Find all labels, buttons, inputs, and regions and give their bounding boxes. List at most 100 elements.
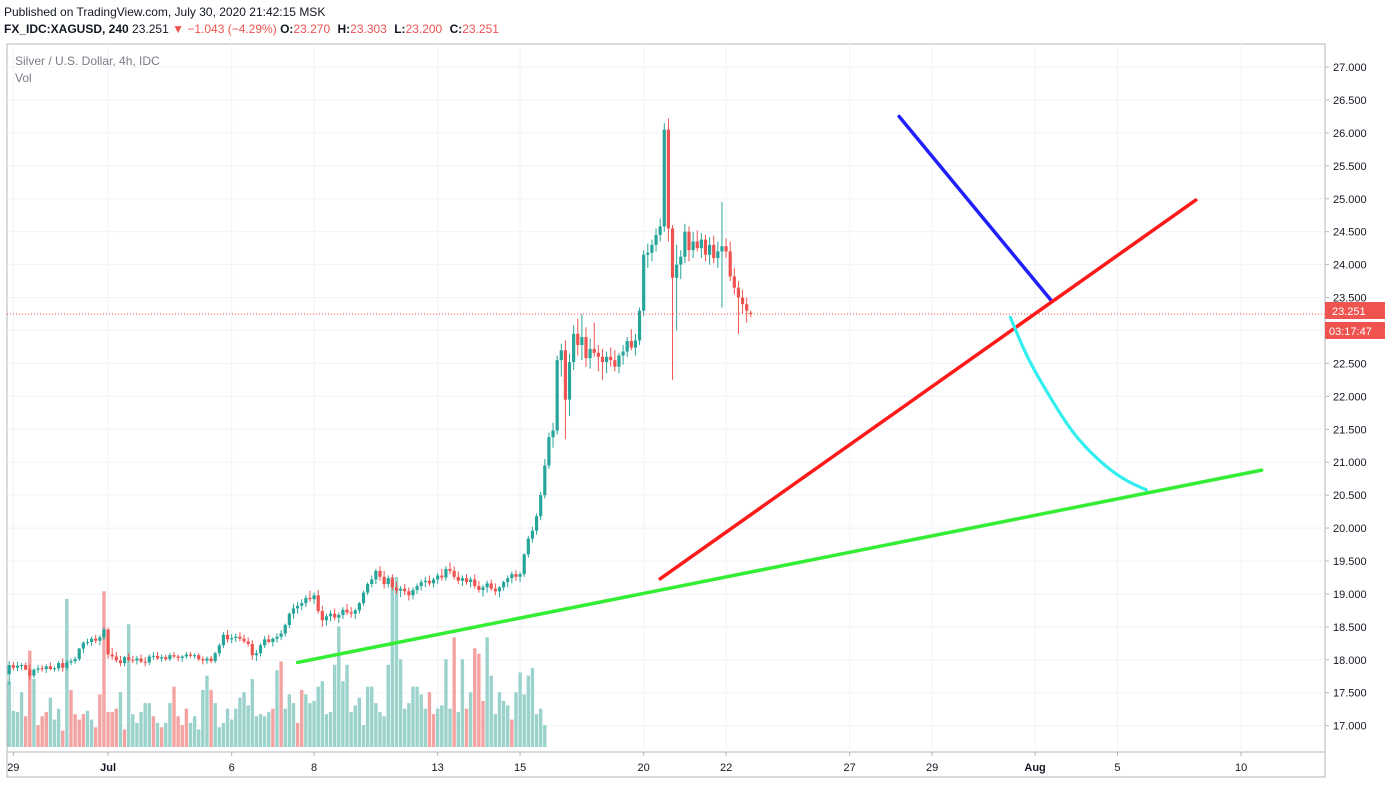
volume-bar — [23, 716, 28, 747]
last-price-tag-text: 23.251 — [1332, 306, 1366, 318]
volume-bar — [102, 591, 106, 747]
time-axis[interactable]: 29 Jul 6 8 13 15 20 22 27 29 Aug 5 10 — [7, 752, 1247, 774]
candle — [436, 572, 440, 585]
candle — [448, 562, 452, 575]
trend-line[interactable] — [897, 114, 1054, 303]
candle — [151, 651, 155, 660]
volume-bar — [320, 681, 325, 747]
volume-bar — [15, 711, 20, 747]
volume-bar — [435, 708, 440, 747]
price-tick-label: 21.500 — [1333, 424, 1367, 436]
volume-bar — [271, 708, 275, 747]
time-tick-label: 8 — [311, 762, 317, 774]
price-tick-label: 27.000 — [1333, 62, 1367, 74]
candle — [572, 325, 576, 371]
candle — [415, 583, 419, 594]
candle — [36, 665, 40, 673]
volume-bar — [106, 711, 110, 747]
chart-legend: Silver / U.S. Dollar, 4h, IDC Vol — [15, 53, 160, 87]
candle — [662, 123, 666, 232]
candle — [712, 235, 716, 264]
candle — [514, 570, 518, 581]
candle — [378, 566, 382, 581]
volume-bar — [423, 708, 428, 747]
volume-bar — [180, 725, 184, 747]
time-tick-label: Jul — [100, 762, 116, 774]
candle — [102, 627, 106, 641]
candle — [637, 307, 642, 345]
candle — [213, 651, 217, 664]
volume-bar — [19, 692, 24, 747]
candle — [127, 653, 131, 662]
candle — [464, 574, 469, 585]
candle — [386, 575, 390, 588]
candle — [444, 566, 448, 581]
volume-bar — [493, 714, 498, 747]
last-price-tag: 23.251 03:17:47 — [1325, 302, 1385, 339]
time-tick-label: 27 — [844, 762, 856, 774]
time-tick-label: 5 — [1114, 762, 1120, 774]
volume-bar — [28, 650, 32, 747]
volume-bar — [7, 681, 11, 747]
volume-bar — [143, 703, 147, 747]
trend-line[interactable] — [295, 468, 1264, 665]
candle — [629, 329, 633, 351]
volume-bar — [250, 679, 254, 747]
volume-bar — [238, 697, 242, 747]
candle — [246, 637, 250, 647]
trend-lines[interactable] — [295, 114, 1264, 665]
price-tick-label: 24.500 — [1333, 227, 1367, 239]
candle — [366, 582, 370, 596]
volume-bar — [431, 714, 436, 747]
candle — [193, 653, 197, 659]
volume-bar — [44, 711, 48, 747]
candle — [291, 603, 296, 619]
candle — [197, 653, 201, 662]
volume-bar — [328, 711, 333, 747]
volume-bar — [85, 710, 90, 747]
volume-bar — [304, 694, 308, 747]
candle — [40, 665, 44, 672]
candle — [94, 634, 98, 644]
candle — [374, 568, 378, 585]
candle — [254, 649, 258, 662]
volume-bar — [135, 722, 139, 747]
candle — [345, 603, 349, 616]
candle — [625, 337, 629, 357]
candle — [324, 613, 329, 626]
volume-bar — [312, 700, 316, 747]
price-axis[interactable]: 17.000 17.500 18.000 18.500 19.000 19.500 20.0… — [1325, 62, 1367, 733]
volume-bar — [73, 714, 77, 747]
candle — [168, 653, 172, 662]
candle — [427, 575, 432, 587]
low-label: L: — [394, 22, 406, 36]
symbol-name: FX_IDC:XAGUSD, 240 — [4, 22, 129, 36]
legend-title: Silver / U.S. Dollar, 4h, IDC — [15, 54, 160, 68]
candle — [143, 657, 147, 667]
candle — [493, 583, 497, 596]
volume-bar — [407, 703, 411, 747]
volume-bar — [114, 708, 119, 747]
candle — [390, 574, 394, 591]
price-tick-label: 26.500 — [1333, 95, 1367, 107]
volume-bar — [172, 686, 176, 747]
candle — [650, 239, 654, 262]
volume-bar — [65, 598, 69, 747]
candle — [407, 587, 411, 601]
candle — [452, 566, 456, 580]
volume-bar — [159, 727, 164, 747]
candle — [658, 218, 662, 242]
candle — [530, 526, 535, 543]
candle — [592, 322, 596, 357]
volume-bar — [126, 624, 131, 747]
trend-line[interactable] — [658, 198, 1198, 581]
candle — [456, 571, 460, 585]
candle — [73, 656, 77, 664]
volume-bar — [506, 705, 510, 747]
candle — [106, 627, 110, 659]
candle — [19, 663, 24, 670]
candle — [596, 344, 600, 372]
projection-curve[interactable] — [1008, 315, 1148, 492]
candle — [221, 632, 226, 648]
